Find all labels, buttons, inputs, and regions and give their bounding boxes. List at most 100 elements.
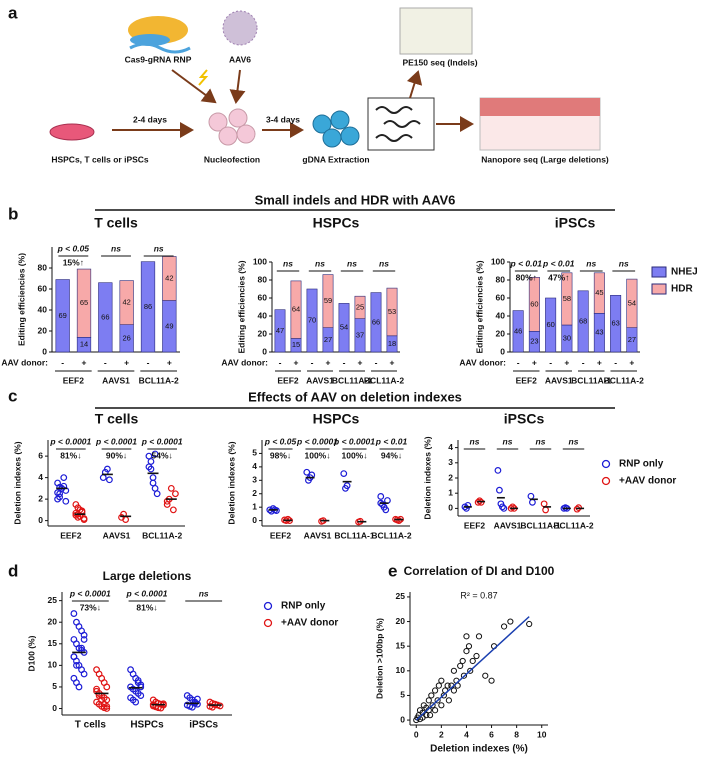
point <box>70 653 78 661</box>
panel-label: e <box>388 561 397 580</box>
arrow <box>171 69 217 104</box>
value-label: 86 <box>144 302 152 311</box>
group-label: BCL11A-2 <box>604 375 644 385</box>
annotation: 80%↑ <box>516 272 537 282</box>
value-label: 54 <box>340 323 348 332</box>
section-header: Effects of AAV on deletion indexes <box>248 389 462 404</box>
panel-label: a <box>8 3 18 22</box>
x-tick-label: + <box>597 357 602 367</box>
y-tick-label: 0 <box>38 515 43 525</box>
group-label: BCL11A-1 <box>332 375 372 385</box>
x-tick-label: + <box>629 357 634 367</box>
x-tick-label: + <box>564 357 569 367</box>
bar-segment <box>98 282 113 353</box>
group-label: BCL11A-2 <box>139 375 179 385</box>
value-label: 66 <box>101 312 109 321</box>
x-tick-label: 4 <box>464 729 469 739</box>
point <box>340 470 348 477</box>
x-tick-label: 10 <box>537 729 547 739</box>
y-tick-label: 5 <box>252 448 257 458</box>
y-tick-label: 2 <box>38 493 43 503</box>
x-tick-label: - <box>549 357 552 367</box>
point <box>73 661 80 669</box>
bar-segment <box>610 294 622 353</box>
value-label: 42 <box>165 273 173 282</box>
annotation: p < 0.05 <box>264 436 297 446</box>
point <box>172 490 179 498</box>
value-label: 59 <box>324 296 332 305</box>
y-tick-label: 10 <box>396 665 406 675</box>
legend-swatch <box>263 618 273 628</box>
value-label: 66 <box>372 317 380 326</box>
point <box>382 506 390 514</box>
cells <box>208 108 256 146</box>
point <box>475 633 483 640</box>
point <box>507 618 514 625</box>
point <box>426 712 434 719</box>
point <box>526 620 533 628</box>
y-axis-label: Deletion indexes (%) <box>422 436 432 519</box>
point <box>151 450 159 458</box>
annotation: 54%↓ <box>152 450 173 460</box>
x-tick-label: EEF2 <box>270 530 292 540</box>
point <box>469 657 476 665</box>
point <box>93 685 100 693</box>
x-tick-label: HSPCs <box>130 720 164 731</box>
x-tick-label: BCL11A-2 <box>142 530 182 540</box>
value-label: 15 <box>292 340 300 349</box>
value-label: 70 <box>308 315 316 324</box>
dish <box>49 123 95 141</box>
value-label: 30 <box>563 333 571 342</box>
annotation: 81%↓ <box>60 450 81 460</box>
y-tick-label: 20 <box>258 328 268 338</box>
point <box>465 643 473 650</box>
group-label: EEF2 <box>516 375 538 385</box>
x-tick-label: + <box>390 357 395 367</box>
value-label: 69 <box>58 311 66 320</box>
point <box>284 515 292 523</box>
annotation: 100%↓ <box>305 450 331 460</box>
legend-swatch <box>263 601 273 611</box>
x-tick-label: AAVS1 <box>304 530 332 540</box>
y-tick-label: 100 <box>491 256 505 266</box>
x-tick-label: - <box>279 357 282 367</box>
point <box>429 702 436 709</box>
bar-segment <box>55 279 70 353</box>
y-tick-label: 5 <box>400 690 405 700</box>
point <box>62 497 70 505</box>
y-tick-label: 25 <box>48 595 58 605</box>
point <box>467 667 474 674</box>
x-tick-label: - <box>104 357 107 367</box>
y-tick-label: 20 <box>496 328 506 338</box>
y-tick-label: 4 <box>252 461 257 471</box>
y-tick-label: 4 <box>38 472 43 482</box>
group-label: EEF2 <box>63 375 85 385</box>
point <box>473 652 480 660</box>
bar-segment <box>306 288 318 353</box>
y-tick-label: 0 <box>52 703 57 713</box>
y-tick-label: 0 <box>252 515 257 525</box>
bar-segment <box>593 272 605 314</box>
y-axis-label: Deletion indexes (%) <box>226 441 236 524</box>
y-tick-label: 3 <box>252 475 257 485</box>
legend-label: NHEJ <box>671 267 698 278</box>
point <box>78 644 85 652</box>
nanopore-coverage <box>480 98 600 116</box>
bar-segment <box>76 268 92 338</box>
y-tick-label: 40 <box>258 310 268 320</box>
annotation: 100%↓ <box>342 450 368 460</box>
point <box>423 712 430 719</box>
y-tick-label: 60 <box>258 292 268 302</box>
y-tick-label: 5 <box>52 681 57 691</box>
point <box>74 504 82 512</box>
point <box>132 698 140 706</box>
y-tick-label: 25 <box>396 591 406 601</box>
panel-label: d <box>8 561 18 580</box>
chart-title: T cells <box>95 411 139 427</box>
value-label: 27 <box>324 335 332 344</box>
dna <box>375 106 421 142</box>
point <box>438 702 445 709</box>
annotation: p < 0.05 <box>57 243 90 253</box>
point <box>464 501 472 509</box>
